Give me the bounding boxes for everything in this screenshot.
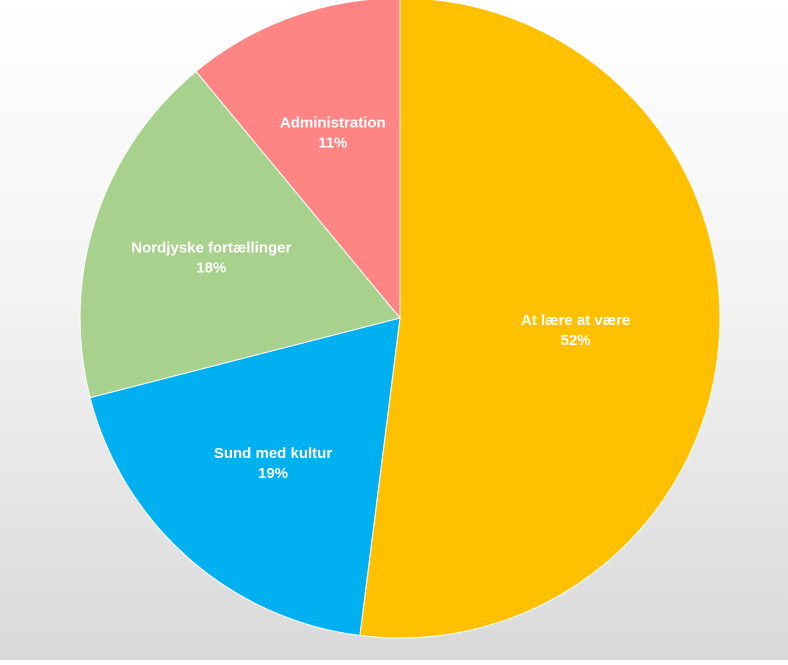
pie-slice — [89, 317, 401, 637]
slice-percent-label: 18% — [196, 260, 226, 277]
slice-label: At lære at være — [521, 312, 630, 329]
pie-slice — [195, 0, 401, 320]
pie-slice — [359, 0, 721, 639]
slice-label: Sund med kultur — [214, 445, 333, 462]
pie-labels: At lære at være 52% Sund med kultur 19% Nord… — [131, 114, 630, 482]
slice-label: Nordjyske fortællinger — [131, 240, 291, 257]
slice-percent-label: 52% — [561, 332, 591, 349]
slice-percent-label: 11% — [318, 134, 347, 151]
slice-label: Administration — [280, 114, 386, 131]
pie-slice — [79, 70, 401, 399]
slice-percent-label: 19% — [258, 465, 288, 482]
pie-slices — [79, 0, 721, 639]
